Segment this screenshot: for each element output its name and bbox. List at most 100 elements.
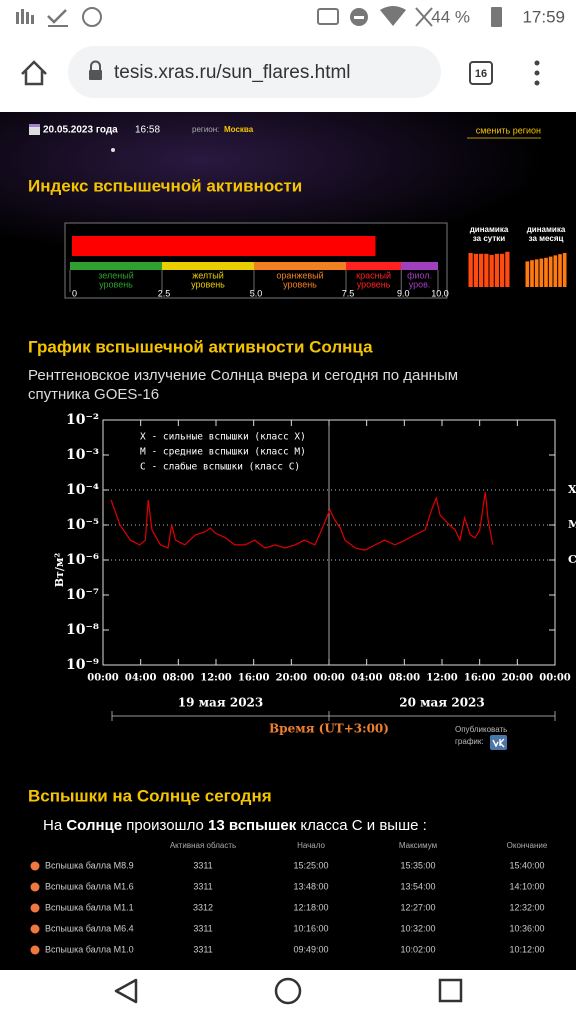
y-tick-label: 10⁻⁴ xyxy=(66,482,99,498)
dynamics-label: динамика xyxy=(527,225,566,234)
column-header: Активная область xyxy=(170,841,236,850)
y-tick-label: 10⁻⁸ xyxy=(66,622,99,638)
publish-label: график: xyxy=(455,737,484,746)
back-button[interactable] xyxy=(114,978,138,1004)
date-label: 19 мая 2023 xyxy=(178,696,264,710)
summary-part: На xyxy=(43,817,66,834)
dynamics-bar xyxy=(500,253,505,287)
menu-button[interactable] xyxy=(534,60,540,86)
dynamics-bar xyxy=(484,253,489,287)
table-cell: 10:16:00 xyxy=(293,923,328,933)
summary-part: 13 вспышек xyxy=(208,817,297,834)
status-icons xyxy=(16,6,502,27)
level-label: красный xyxy=(356,270,391,280)
level-label: уровень xyxy=(283,279,317,289)
flare-name: Вспышка балла M1.1 xyxy=(45,902,134,912)
y-tick-label: 10⁻³ xyxy=(66,447,99,463)
table-cell: 15:35:00 xyxy=(400,860,435,870)
row-bullet xyxy=(30,924,40,934)
x-tick-label: 00:00 xyxy=(539,673,571,684)
dynamics-bar xyxy=(558,254,562,287)
dynamics-bar xyxy=(473,253,478,287)
table-cell: 12:27:00 xyxy=(400,902,435,912)
region-label: регион: xyxy=(192,125,219,134)
x-tick-label: 12:00 xyxy=(200,673,232,684)
x-tick-label: 16:00 xyxy=(464,673,496,684)
table-cell: 10:02:00 xyxy=(400,944,435,954)
date: 20.05.2023 года xyxy=(43,125,118,136)
home-nav-button[interactable] xyxy=(274,977,302,1005)
table-cell: 3311 xyxy=(193,944,212,954)
level-label: уровень xyxy=(191,279,225,289)
table-cell: 10:32:00 xyxy=(400,923,435,933)
legend-entry: X - сильные вспышки (класс X) xyxy=(140,432,306,443)
y-tick-label: 10⁻⁶ xyxy=(66,552,99,568)
dynamics-bar xyxy=(479,253,484,287)
index-box xyxy=(64,222,448,299)
y-tick-label: 10⁻⁵ xyxy=(66,517,99,533)
summary-part: произошло xyxy=(122,817,208,834)
chart-title: График вспышечной активности Солнца xyxy=(28,337,373,356)
date-label: 20 мая 2023 xyxy=(399,696,485,710)
dynamics-bar xyxy=(553,255,558,287)
plot-bg xyxy=(103,410,565,665)
calendar-icon xyxy=(29,124,40,135)
change-region-link[interactable]: сменить регион xyxy=(476,125,541,135)
x-tick-label: 08:00 xyxy=(389,673,421,684)
scale-label: 9.0 xyxy=(397,288,410,298)
level-label: уровень xyxy=(99,279,133,289)
row-bullet xyxy=(30,882,40,892)
level-label: зеленый xyxy=(98,270,133,280)
region: Москва xyxy=(224,125,254,134)
home-button[interactable] xyxy=(21,60,47,86)
class-level-label: X xyxy=(568,483,576,496)
table-cell: 3311 xyxy=(193,923,212,933)
dynamics-bar xyxy=(530,260,534,287)
summary-part: класса С и выше : xyxy=(296,817,427,834)
table-cell: 09:49:00 xyxy=(293,944,328,954)
lock-icon xyxy=(89,60,102,80)
y-axis-label: Вт/м² xyxy=(53,553,66,588)
scale-label: 0 xyxy=(72,288,77,298)
dynamics-bar xyxy=(468,253,473,287)
table-cell: 15:40:00 xyxy=(509,860,544,870)
dynamics-bar xyxy=(489,255,494,287)
table-cell: 3311 xyxy=(193,860,212,870)
recents-button[interactable] xyxy=(438,978,463,1003)
y-tick-label: 10⁻⁹ xyxy=(66,657,99,673)
x-tick-label: 00:00 xyxy=(313,673,345,684)
url-text[interactable]: tesis.xras.ru/sun_flares.html xyxy=(114,62,351,83)
publish-label: Опубликовать xyxy=(455,725,507,734)
dynamics-bar xyxy=(544,257,548,287)
tab-count[interactable]: 16 xyxy=(475,68,487,80)
column-header: Окончание xyxy=(507,841,548,850)
table-cell: 3311 xyxy=(193,881,212,891)
legend-entry: C - слабые вспышки (класс C) xyxy=(140,462,300,473)
x-tick-label: 20:00 xyxy=(276,673,308,684)
level-label: уров. xyxy=(409,279,431,289)
x-tick-label: 20:00 xyxy=(502,673,534,684)
index-title: Индекс вспышечной активности xyxy=(28,176,302,195)
column-header: Максимум xyxy=(399,841,437,850)
table-cell: 3312 xyxy=(193,902,213,912)
dynamics-label: динамика xyxy=(470,225,509,234)
battery-level: 44 % xyxy=(431,7,470,26)
vk-button[interactable] xyxy=(490,735,507,750)
url-bar[interactable] xyxy=(68,46,441,98)
y-tick-label: 10⁻² xyxy=(66,412,99,428)
dynamics-bar xyxy=(562,253,567,287)
dynamics-bar xyxy=(534,259,539,287)
table-cell: 14:10:00 xyxy=(509,881,544,891)
level-label: желтый xyxy=(192,270,224,280)
tabs-button[interactable] xyxy=(469,61,493,85)
level-label: оранжевый xyxy=(276,270,323,280)
dynamics-bar xyxy=(548,256,553,287)
scale-label: 5.0 xyxy=(250,288,263,298)
dynamics-bar xyxy=(525,261,530,287)
clock: 17:59 xyxy=(522,7,565,26)
x-tick-label: 04:00 xyxy=(125,673,157,684)
row-bullet xyxy=(30,903,40,913)
dynamics-label: за сутки xyxy=(473,234,505,243)
legend-entry: M - средние вспышки (класс M) xyxy=(140,447,306,458)
